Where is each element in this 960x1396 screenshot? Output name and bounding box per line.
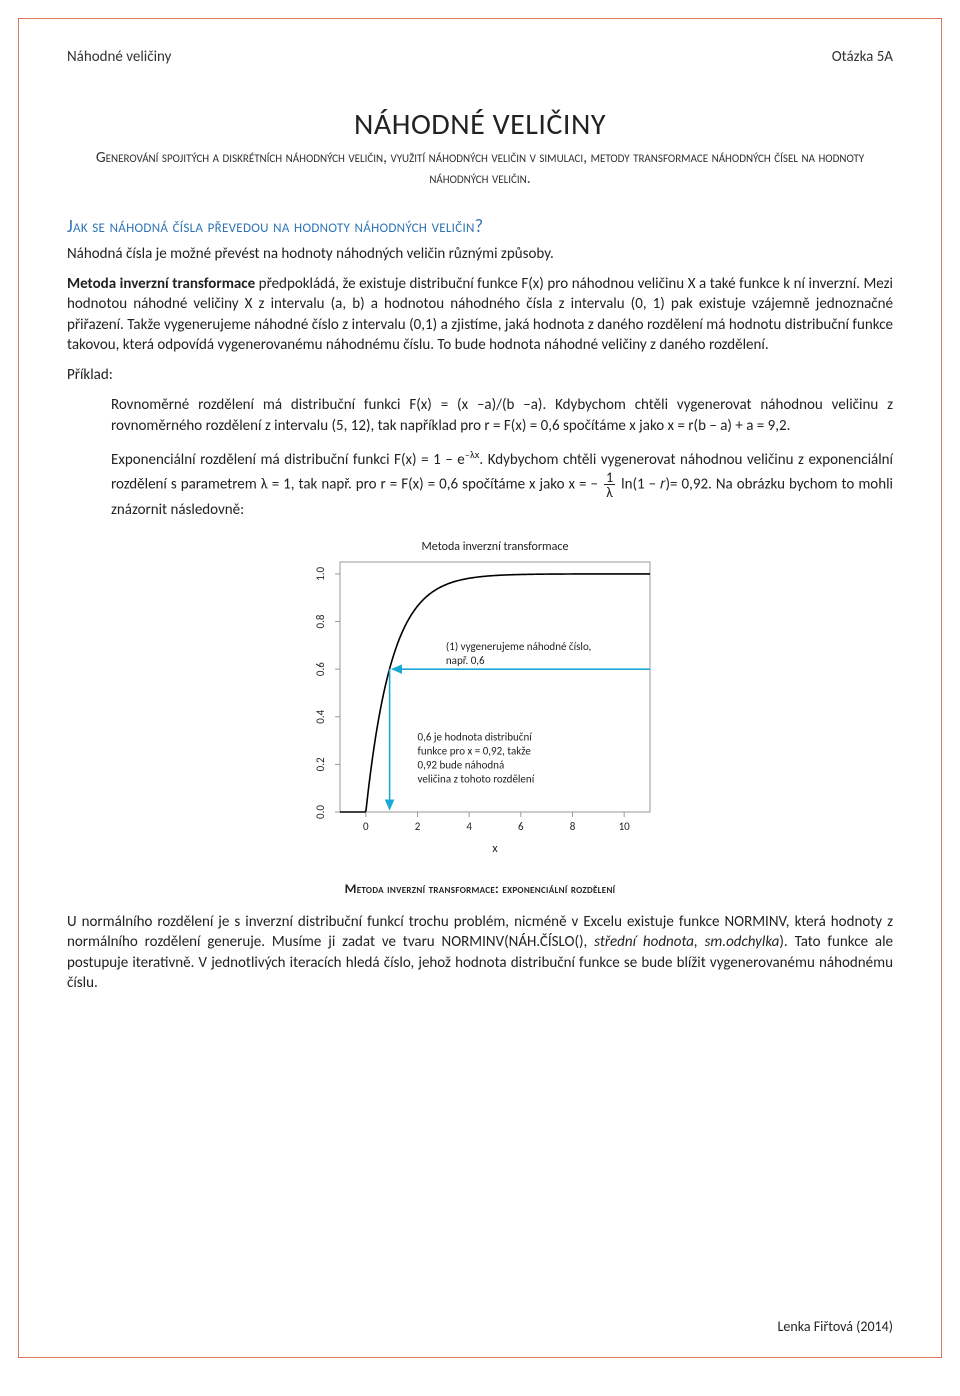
paragraph-4: Exponenciální rozdělení má distribuční f…: [111, 448, 893, 520]
svg-text:8: 8: [570, 820, 576, 833]
page-footer: Lenka Fiřtová (2014): [778, 1318, 893, 1337]
fraction: 1λ: [604, 470, 615, 500]
svg-text:10: 10: [619, 820, 631, 833]
doc-subtitle: Generování spojitých a diskrétních náhod…: [67, 148, 893, 190]
superscript: –λx: [465, 448, 480, 461]
header-right: Otázka 5A: [832, 47, 893, 67]
svg-text:4: 4: [466, 820, 472, 833]
example-block: Rovnoměrné rozdělení má distribuční funk…: [111, 395, 893, 520]
page: Náhodné veličiny Otázka 5A NÁHODNÉ VELIČ…: [18, 18, 942, 1358]
text-run: Exponenciální rozdělení má distribuční f…: [111, 451, 465, 469]
svg-text:1.0: 1.0: [314, 566, 327, 580]
doc-title: NÁHODNÉ VELIČINY: [67, 105, 893, 146]
svg-text:veličina z tohoto rozdělení: veličina z tohoto rozdělení: [418, 772, 535, 785]
example-label: Příklad:: [67, 365, 893, 385]
svg-text:0: 0: [363, 820, 369, 833]
svg-text:6: 6: [518, 820, 524, 833]
fraction-denom: λ: [604, 485, 615, 499]
svg-text:(1) vygenerujeme náhodné číslo: (1) vygenerujeme náhodné číslo,: [446, 640, 592, 653]
chart-container: Metoda inverzní transformace 0.0 0.2 0.4 0.6…: [67, 532, 893, 872]
svg-text:2: 2: [415, 820, 421, 833]
inverse-transform-chart: Metoda inverzní transformace 0.0 0.2 0.4 0.6…: [280, 532, 680, 872]
svg-text:např. 0,6: např. 0,6: [446, 654, 485, 667]
section-heading: Jak se náhodná čísla převedou na hodnoty…: [67, 214, 893, 238]
page-header: Náhodné veličiny Otázka 5A: [67, 47, 893, 67]
paragraph-1: Náhodná čísla je možné převést na hodnot…: [67, 244, 893, 264]
italic-run: střední hodnota, sm.odchylka: [594, 933, 779, 951]
svg-text:0,6 je hodnota distribuční: 0,6 je hodnota distribuční: [418, 730, 533, 743]
svg-text:0,92 bude náhodná: 0,92 bude náhodná: [418, 758, 505, 771]
figure-caption: Metoda inverzní transformace: exponenciá…: [67, 880, 893, 898]
svg-text:Metoda inverzní transformace: Metoda inverzní transformace: [422, 540, 569, 554]
svg-text:0.4: 0.4: [314, 709, 327, 723]
svg-text:funkce pro x = 0,92, takže: funkce pro x = 0,92, takže: [418, 744, 532, 757]
paragraph-3: Rovnoměrné rozdělení má distribuční funk…: [111, 395, 893, 436]
svg-text:0.0: 0.0: [314, 805, 327, 819]
svg-text:x: x: [492, 842, 498, 856]
svg-text:0.6: 0.6: [314, 662, 327, 676]
svg-text:0.2: 0.2: [314, 757, 327, 771]
paragraph-5: U normálního rozdělení je s inverzní dis…: [67, 912, 893, 993]
paragraph-2: Metoda inverzní transformace předpokládá…: [67, 274, 893, 355]
bold-run: Metoda inverzní transformace: [67, 275, 255, 293]
header-left: Náhodné veličiny: [67, 47, 171, 67]
svg-text:0.8: 0.8: [314, 614, 327, 628]
